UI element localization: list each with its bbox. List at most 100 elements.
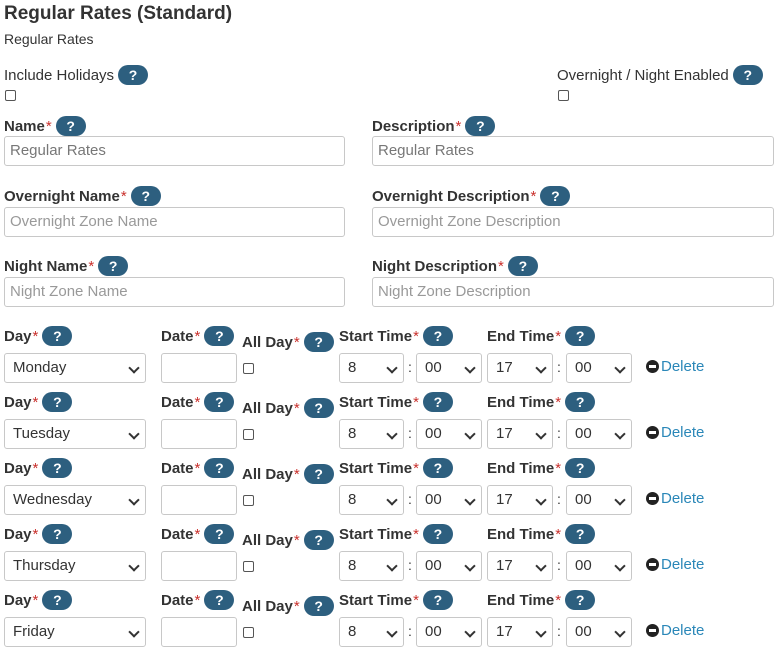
time-separator: : [557, 557, 561, 573]
all-day-label: All Day * ? [242, 530, 334, 550]
all-day-checkbox[interactable] [243, 429, 254, 440]
help-icon[interactable]: ? [204, 392, 235, 412]
night-name-label: Night Name * ? [4, 256, 129, 276]
delete-button[interactable]: Delete [646, 556, 704, 573]
help-icon[interactable]: ? [204, 458, 235, 478]
all-day-label: All Day * ? [242, 464, 334, 484]
help-icon[interactable]: ? [130, 186, 161, 206]
night-name-input[interactable]: Night Zone Name [4, 277, 345, 307]
help-icon[interactable]: ? [42, 392, 73, 412]
chevron-down-icon [464, 494, 476, 506]
delete-button[interactable]: Delete [646, 490, 704, 507]
end-hour-select[interactable]: 17 [487, 485, 553, 515]
end-hour-select[interactable]: 17 [487, 419, 553, 449]
help-icon[interactable]: ? [303, 530, 334, 550]
start-hour-select[interactable]: 8 [339, 485, 404, 515]
end-hour-select[interactable]: 17 [487, 353, 553, 383]
all-day-checkbox[interactable] [243, 561, 254, 572]
help-icon[interactable]: ? [422, 590, 453, 610]
date-input[interactable] [161, 353, 237, 383]
day-select[interactable]: Thursday [4, 551, 146, 581]
start-hour-value: 8 [348, 623, 357, 640]
end-minute-select[interactable]: 00 [566, 419, 632, 449]
day-select[interactable]: Tuesday [4, 419, 146, 449]
start-hour-select[interactable]: 8 [339, 617, 404, 647]
end-hour-select[interactable]: 17 [487, 551, 553, 581]
time-separator: : [557, 359, 561, 375]
help-icon[interactable]: ? [118, 65, 149, 85]
help-icon[interactable]: ? [42, 590, 73, 610]
help-icon[interactable]: ? [565, 326, 596, 346]
help-icon[interactable]: ? [303, 398, 334, 418]
overnight-name-label: Overnight Name * ? [4, 186, 161, 206]
help-icon[interactable]: ? [42, 524, 73, 544]
end-minute-select[interactable]: 00 [566, 485, 632, 515]
day-select[interactable]: Wednesday [4, 485, 146, 515]
help-icon[interactable]: ? [204, 326, 235, 346]
start-minute-select[interactable]: 00 [416, 551, 482, 581]
end-minute-select[interactable]: 00 [566, 617, 632, 647]
end-hour-value: 17 [496, 491, 513, 508]
help-icon[interactable]: ? [204, 524, 235, 544]
overnight-enabled-checkbox[interactable] [558, 90, 569, 101]
start-hour-select[interactable]: 8 [339, 353, 404, 383]
day-select-value: Wednesday [13, 491, 92, 508]
name-input[interactable]: Regular Rates [4, 136, 345, 166]
end-hour-select[interactable]: 17 [487, 617, 553, 647]
chevron-down-icon [535, 362, 547, 374]
description-input[interactable]: Regular Rates [372, 136, 774, 166]
minus-circle-icon [646, 360, 659, 373]
help-icon[interactable]: ? [507, 256, 538, 276]
chevron-down-icon [464, 362, 476, 374]
delete-button[interactable]: Delete [646, 358, 704, 375]
all-day-checkbox[interactable] [243, 627, 254, 638]
help-icon[interactable]: ? [540, 186, 571, 206]
help-icon[interactable]: ? [565, 590, 596, 610]
start-minute-select[interactable]: 00 [416, 419, 482, 449]
delete-button[interactable]: Delete [646, 424, 704, 441]
help-icon[interactable]: ? [565, 392, 596, 412]
start-minute-value: 00 [425, 623, 442, 640]
day-select[interactable]: Friday [4, 617, 146, 647]
all-day-checkbox[interactable] [243, 363, 254, 374]
chevron-down-icon [614, 362, 626, 374]
day-select[interactable]: Monday [4, 353, 146, 383]
help-icon[interactable]: ? [98, 256, 129, 276]
delete-button[interactable]: Delete [646, 622, 704, 639]
help-icon[interactable]: ? [422, 326, 453, 346]
help-icon[interactable]: ? [55, 116, 86, 136]
help-icon[interactable]: ? [303, 332, 334, 352]
date-input[interactable] [161, 485, 237, 515]
help-icon[interactable]: ? [565, 524, 596, 544]
help-icon[interactable]: ? [303, 596, 334, 616]
help-icon[interactable]: ? [422, 524, 453, 544]
include-holidays-checkbox[interactable] [5, 90, 16, 101]
end-minute-select[interactable]: 00 [566, 551, 632, 581]
help-icon[interactable]: ? [42, 458, 73, 478]
date-input[interactable] [161, 551, 237, 581]
chevron-down-icon [128, 626, 140, 638]
help-icon[interactable]: ? [42, 326, 73, 346]
start-minute-select[interactable]: 00 [416, 485, 482, 515]
help-icon[interactable]: ? [422, 458, 453, 478]
night-description-input[interactable]: Night Zone Description [372, 277, 774, 307]
start-hour-select[interactable]: 8 [339, 551, 404, 581]
date-input[interactable] [161, 419, 237, 449]
overnight-description-input[interactable]: Overnight Zone Description [372, 207, 774, 237]
help-icon[interactable]: ? [732, 65, 763, 85]
help-icon[interactable]: ? [465, 116, 496, 136]
help-icon[interactable]: ? [565, 458, 596, 478]
overnight-name-input[interactable]: Overnight Zone Name [4, 207, 345, 237]
chevron-down-icon [464, 626, 476, 638]
help-icon[interactable]: ? [422, 392, 453, 412]
start-hour-select[interactable]: 8 [339, 419, 404, 449]
delete-label: Delete [661, 556, 705, 573]
chevron-down-icon [614, 428, 626, 440]
start-minute-select[interactable]: 00 [416, 353, 482, 383]
help-icon[interactable]: ? [204, 590, 235, 610]
help-icon[interactable]: ? [303, 464, 334, 484]
all-day-checkbox[interactable] [243, 495, 254, 506]
end-minute-select[interactable]: 00 [566, 353, 632, 383]
start-minute-select[interactable]: 00 [416, 617, 482, 647]
date-input[interactable] [161, 617, 237, 647]
